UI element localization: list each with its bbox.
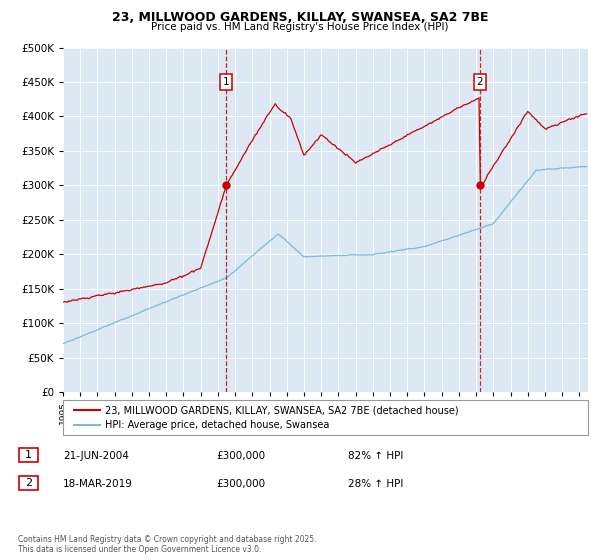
FancyBboxPatch shape <box>19 476 38 491</box>
Text: 23, MILLWOOD GARDENS, KILLAY, SWANSEA, SA2 7BE (detached house): 23, MILLWOOD GARDENS, KILLAY, SWANSEA, S… <box>105 405 458 415</box>
FancyBboxPatch shape <box>63 400 588 435</box>
Text: 2: 2 <box>476 77 483 87</box>
Text: 23, MILLWOOD GARDENS, KILLAY, SWANSEA, SA2 7BE: 23, MILLWOOD GARDENS, KILLAY, SWANSEA, S… <box>112 11 488 24</box>
Text: 28% ↑ HPI: 28% ↑ HPI <box>348 479 403 489</box>
Text: 21-JUN-2004: 21-JUN-2004 <box>63 451 129 461</box>
Text: 82% ↑ HPI: 82% ↑ HPI <box>348 451 403 461</box>
Text: Price paid vs. HM Land Registry's House Price Index (HPI): Price paid vs. HM Land Registry's House … <box>151 22 449 32</box>
Text: 2: 2 <box>25 478 32 488</box>
Text: £300,000: £300,000 <box>216 479 265 489</box>
Text: Contains HM Land Registry data © Crown copyright and database right 2025.
This d: Contains HM Land Registry data © Crown c… <box>18 535 317 554</box>
FancyBboxPatch shape <box>19 448 38 463</box>
Text: 1: 1 <box>25 450 32 460</box>
Text: 18-MAR-2019: 18-MAR-2019 <box>63 479 133 489</box>
Text: 1: 1 <box>223 77 229 87</box>
Text: HPI: Average price, detached house, Swansea: HPI: Average price, detached house, Swan… <box>105 421 329 431</box>
Text: £300,000: £300,000 <box>216 451 265 461</box>
